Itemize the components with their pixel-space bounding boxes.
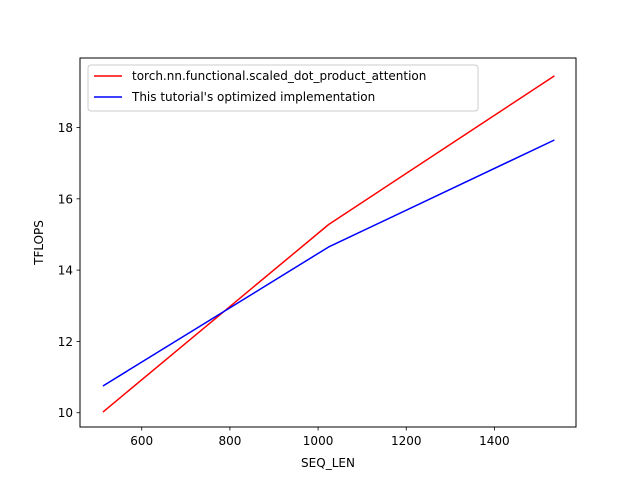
x-axis-label: SEQ_LEN bbox=[301, 456, 355, 470]
x-tick-label: 1200 bbox=[391, 434, 422, 448]
y-tick-label: 18 bbox=[58, 121, 73, 135]
y-tick-label: 14 bbox=[58, 264, 73, 278]
plot-area bbox=[80, 58, 576, 427]
x-tick-label: 1000 bbox=[303, 434, 334, 448]
series-line-1 bbox=[102, 139, 555, 387]
legend-box bbox=[87, 64, 479, 112]
y-tick-label: 16 bbox=[58, 192, 73, 206]
y-axis-label: TFLOPS bbox=[32, 220, 46, 266]
x-tick-label: 1400 bbox=[479, 434, 510, 448]
y-tick-label: 10 bbox=[58, 406, 73, 420]
x-axis: 600 800 1000 1200 1400 bbox=[130, 427, 510, 448]
series-line-0 bbox=[102, 75, 555, 413]
series-layer bbox=[102, 75, 555, 413]
legend-entry-optimized: This tutorial's optimized implementation bbox=[131, 90, 375, 104]
legend-entry-sdpa: torch.nn.functional.scaled_dot_product_a… bbox=[132, 69, 426, 83]
plot-frame bbox=[79, 57, 577, 428]
x-tick-label: 600 bbox=[130, 434, 153, 448]
legend: torch.nn.functional.scaled_dot_product_a… bbox=[87, 64, 479, 112]
y-axis: 10 12 14 16 18 bbox=[58, 121, 80, 420]
y-tick-label: 12 bbox=[58, 335, 73, 349]
x-tick-label: 800 bbox=[218, 434, 241, 448]
